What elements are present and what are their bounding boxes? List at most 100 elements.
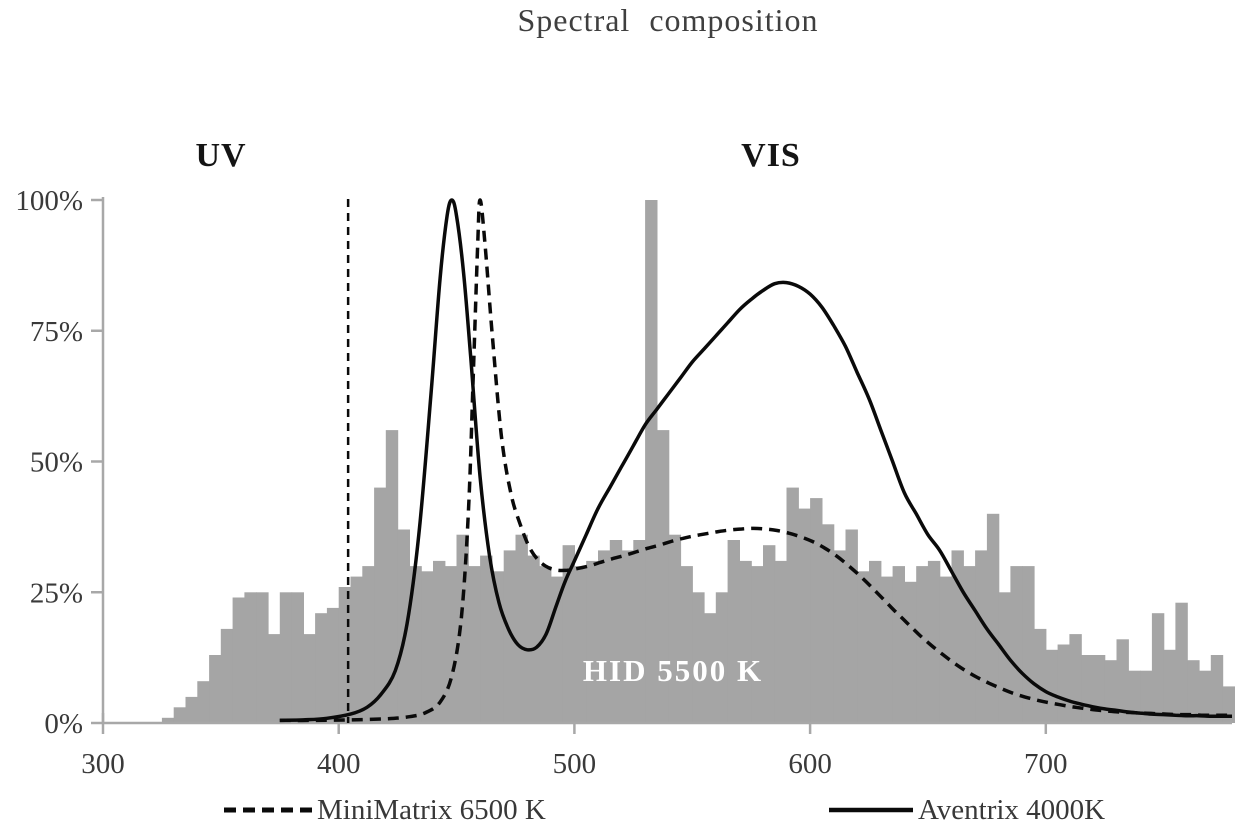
histogram-bar: [161, 717, 175, 723]
histogram-bar: [527, 555, 540, 723]
histogram-bar: [975, 550, 988, 723]
histogram-bar: [315, 613, 328, 723]
histogram-bar: [857, 571, 870, 723]
histogram-bar: [833, 550, 847, 723]
histogram-bar: [232, 597, 245, 723]
histogram-bar: [656, 430, 670, 723]
histogram-bar: [562, 545, 575, 723]
histogram-bar: [609, 540, 623, 723]
histogram-bar: [421, 571, 434, 723]
histogram-bar: [197, 681, 210, 723]
histogram-bar: [692, 592, 705, 724]
x-tick-label: 700: [1024, 748, 1068, 780]
histogram-bar: [963, 566, 976, 723]
x-tick-label: 500: [553, 748, 597, 780]
histogram-bar: [621, 550, 634, 723]
bar-series-label: HID 5500 K: [582, 653, 764, 688]
histogram-bar: [727, 540, 740, 723]
dashed-line-sample: [224, 807, 312, 813]
histogram-bar: [774, 560, 788, 723]
histogram-bar: [880, 576, 894, 723]
histogram-bar: [798, 508, 811, 723]
histogram-bar: [433, 560, 446, 723]
histogram-bar: [939, 576, 953, 723]
histogram-bar: [468, 566, 481, 723]
histogram-bar: [739, 560, 752, 723]
histogram-bar: [1175, 602, 1188, 723]
histogram-bar: [385, 430, 399, 723]
histogram-bar: [374, 487, 387, 723]
y-tick-label: 25%: [30, 577, 83, 609]
histogram-bar: [515, 534, 528, 723]
histogram-bar: [1163, 649, 1176, 723]
histogram-bar: [704, 613, 717, 723]
histogram-bar: [291, 592, 304, 724]
histogram-bar: [645, 200, 658, 723]
histogram-bar: [633, 540, 646, 723]
histogram-bar: [303, 634, 316, 723]
histogram-bar: [751, 566, 764, 723]
y-tick-label: 0%: [44, 708, 83, 740]
series-line-minimatrix: [279, 198, 1232, 723]
legend-item-aventrix: Aventrix 4000K: [828, 791, 1105, 829]
histogram-bar: [680, 566, 693, 723]
histogram-bar: [1116, 639, 1129, 723]
histogram-bar: [185, 696, 198, 723]
vis-region-label: VIS: [741, 137, 801, 174]
histogram-bar: [1081, 655, 1094, 723]
histogram-bar: [539, 566, 552, 723]
histogram-bar: [279, 592, 293, 724]
histogram-bar: [1199, 670, 1212, 723]
histogram-bar: [1210, 655, 1224, 723]
y-tick-label: 100%: [15, 185, 83, 217]
histogram-bar: [892, 566, 905, 723]
histogram-bar: [845, 529, 858, 723]
histogram-bar: [715, 592, 729, 724]
histogram-bar: [810, 498, 823, 723]
histogram-bar: [574, 566, 587, 723]
histogram-bar: [1010, 566, 1023, 723]
histogram-bar: [244, 592, 257, 724]
histogram-bar: [1069, 634, 1082, 723]
histogram-bar: [668, 534, 682, 723]
uv-region-label: UV: [195, 137, 247, 174]
histogram-bar: [209, 655, 222, 723]
histogram-bar: [586, 560, 599, 723]
histogram-bar: [1034, 628, 1047, 723]
x-tick-label: 300: [81, 748, 125, 780]
histogram-bar: [1104, 660, 1118, 723]
y-tick-label: 75%: [30, 316, 83, 348]
y-tick-label: 50%: [30, 447, 83, 479]
histogram-bar: [409, 566, 422, 723]
histogram-bar: [1151, 613, 1165, 723]
histogram-bar: [503, 550, 517, 723]
histogram-bar: [220, 628, 234, 723]
histogram-bar: [350, 576, 363, 723]
histogram-bar: [986, 513, 1000, 723]
legend-label-aventrix: Aventrix 4000K: [918, 793, 1106, 826]
histogram-bar: [1092, 655, 1106, 723]
x-tick-label: 400: [317, 748, 361, 780]
legend-label-minimatrix: MiniMatrix 6500 K: [317, 793, 546, 826]
series-line-aventrix: [279, 198, 1232, 723]
solid-line-sample: [829, 807, 913, 813]
legend-item-minimatrix: MiniMatrix 6500 K: [223, 791, 546, 829]
histogram-bar: [326, 607, 340, 723]
histogram-bar: [268, 634, 281, 723]
histogram-bar: [480, 555, 493, 723]
histogram-bar: [927, 560, 941, 723]
histogram-bar: [1140, 670, 1153, 723]
histogram-bar: [1187, 660, 1200, 723]
histogram-bar: [256, 592, 269, 724]
histogram-bar: [869, 560, 882, 723]
histogram-bar: [397, 529, 410, 723]
histogram-bar: [763, 545, 776, 723]
histogram-bar: [173, 707, 187, 723]
histogram-bar: [821, 524, 835, 723]
histogram-bar: [951, 550, 964, 723]
x-tick-label: 600: [788, 748, 832, 780]
histogram-bar: [1057, 644, 1070, 723]
histogram-bar: [444, 566, 458, 723]
